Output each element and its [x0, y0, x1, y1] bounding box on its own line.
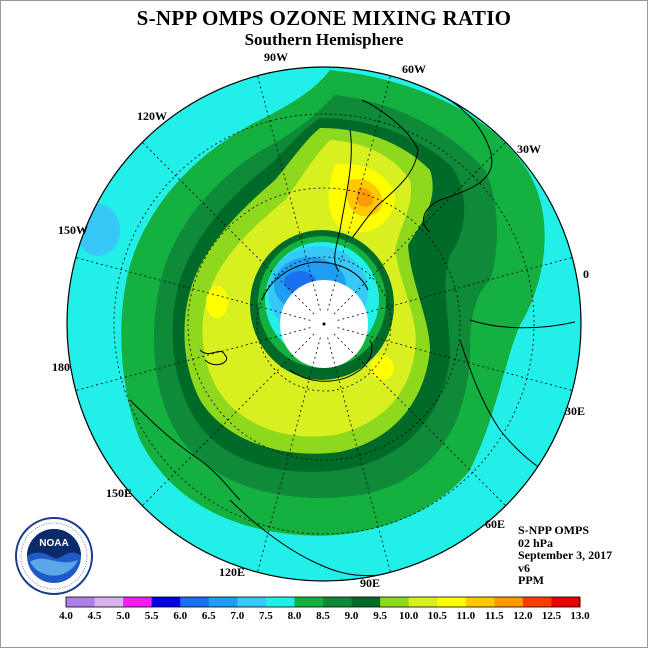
- field-level-10.5: [370, 356, 394, 380]
- colorbar-frame: [65, 596, 581, 608]
- colorbar-cell: [66, 597, 96, 607]
- date-label: September 3, 2017: [518, 548, 613, 562]
- colorbar-tick-label: 4.5: [88, 610, 102, 622]
- meridian-line: [327, 337, 391, 573]
- colorbar-tick-label: 6.5: [202, 610, 216, 622]
- lon-label-120e: 120E: [219, 565, 246, 579]
- meridian-line: [141, 141, 315, 315]
- noaa-logo: NOAA: [15, 517, 93, 595]
- meridian-line: [75, 257, 311, 321]
- colorbar-cell: [408, 597, 438, 607]
- lon-label-30e: 30E: [565, 404, 586, 418]
- colorbar-cell: [494, 597, 524, 607]
- colorbar-tick-label: 4.0: [59, 610, 73, 622]
- meridian-line: [75, 327, 311, 391]
- colorbar-cell: [294, 597, 324, 607]
- lon-label-30w: 30W: [517, 142, 541, 156]
- meridian-line: [327, 75, 391, 311]
- colorbar-tick-label: 11.5: [485, 610, 504, 622]
- meridian-line: [257, 75, 321, 311]
- longitude-grid: [75, 75, 573, 573]
- map-subtitle: Southern Hemisphere: [244, 30, 404, 49]
- map-title: S-NPP OMPS OZONE MIXING RATIO: [136, 6, 512, 30]
- colorbar-cell: [551, 597, 581, 607]
- colorbar-tick-label: 8.5: [316, 610, 330, 622]
- latitude-grid: [113, 113, 535, 535]
- colorbar-cell: [323, 597, 353, 607]
- colorbar-cell: [180, 597, 210, 607]
- colorbar-tick-label: 7.5: [259, 610, 273, 622]
- map-boundary: [66, 66, 582, 582]
- meridian-line: [333, 141, 507, 315]
- meridian-line: [337, 257, 573, 321]
- colorbar-tick-label: 13.0: [570, 610, 590, 622]
- lon-label-150w: 150W: [58, 223, 88, 237]
- colorbar-tick-label: 5.0: [116, 610, 130, 622]
- colorbar-tick-label: 11.0: [456, 610, 475, 622]
- field-level-10.5: [206, 286, 228, 318]
- colorbar-cell: [265, 597, 295, 607]
- colorbar-tick-label: 10.0: [399, 610, 419, 622]
- lon-label-90e: 90E: [360, 576, 381, 590]
- colorbar-cell: [465, 597, 495, 607]
- meridian-line: [333, 333, 507, 507]
- lon-label-150e: 150E: [106, 486, 133, 500]
- field-level-11.5: [356, 187, 374, 207]
- lon-label-0: 0: [583, 267, 589, 281]
- colorbar-cell: [94, 597, 124, 607]
- lon-label-120w: 120W: [137, 109, 167, 123]
- colorbar-cell: [151, 597, 181, 607]
- meridian-line: [337, 327, 573, 391]
- lon-label-90w: 90W: [264, 50, 288, 64]
- colorbar-tick-label: 8.0: [288, 610, 302, 622]
- colorbar-cell: [208, 597, 238, 607]
- meridian-line: [257, 337, 321, 573]
- south-pole-marker: [322, 322, 326, 326]
- colorbar-cell: [522, 597, 552, 607]
- lon-label-60w: 60W: [402, 62, 426, 76]
- lon-label-180: 180: [52, 360, 70, 374]
- meridian-line: [141, 333, 315, 507]
- colorbar-cell: [123, 597, 153, 607]
- colorbar-cell: [351, 597, 381, 607]
- svg-text:NOAA: NOAA: [39, 538, 68, 549]
- units-label: PPM: [518, 573, 544, 587]
- colorbar-tick-label: 12.5: [542, 610, 562, 622]
- colorbar-cell: [437, 597, 467, 607]
- colorbar-tick-label: 7.0: [230, 610, 244, 622]
- colorbar-cell: [237, 597, 267, 607]
- colorbar-tick-label: 10.5: [428, 610, 448, 622]
- lon-label-60e: 60E: [485, 517, 506, 531]
- colorbar-tick-label: 12.0: [513, 610, 533, 622]
- pressure-level-label: 02 hPa: [518, 535, 554, 550]
- colorbar-tick-label: 9.5: [373, 610, 387, 622]
- instrument-label: S-NPP OMPS: [518, 523, 589, 537]
- colorbar-tick-label: 5.5: [145, 610, 159, 622]
- colorbar-tick-label: 9.0: [345, 610, 359, 622]
- colorbar-tick-label: 6.0: [173, 610, 187, 622]
- version-label: v6: [518, 560, 530, 575]
- product-info: S-NPP OMPS 02 hPa September 3, 2017 v6 P…: [518, 524, 612, 587]
- colorbar-cell: [380, 597, 410, 607]
